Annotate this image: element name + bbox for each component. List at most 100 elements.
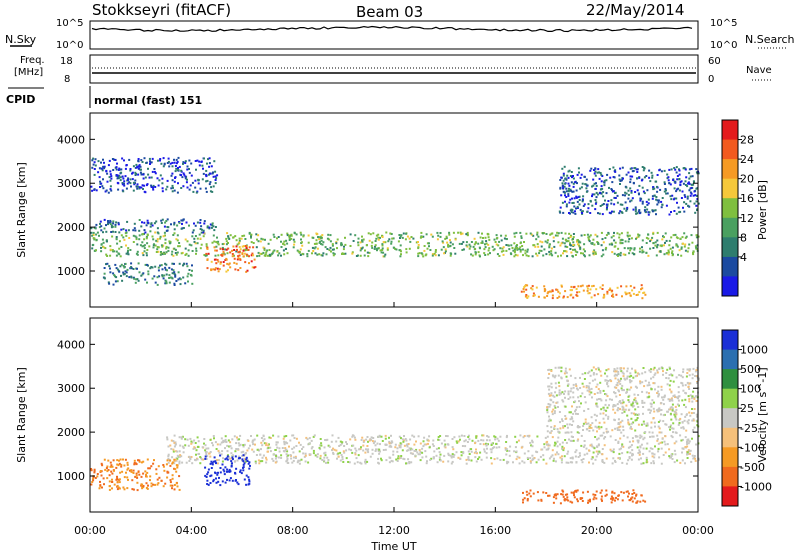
power-echo-cell — [550, 250, 553, 253]
power-echo-cell — [512, 249, 515, 252]
power-echo-cell — [580, 285, 582, 288]
velocity-echo-cell — [600, 374, 603, 377]
power-echo-cell — [134, 229, 137, 232]
freq-panel: Freq. [MHz] 18 8 60 0 Nave — [14, 54, 772, 85]
velocity-echo-cell — [562, 490, 565, 493]
velocity-echo-cell — [678, 395, 681, 398]
power-echo-cell — [629, 200, 632, 203]
velocity-echo-cell — [401, 449, 404, 452]
power-echo-cell — [214, 179, 217, 181]
power-echo-cell — [589, 212, 592, 214]
power-echo-cell — [389, 232, 392, 235]
velocity-echo-cell — [531, 459, 534, 462]
velocity-echo-cell — [135, 472, 138, 475]
power-echo-cell — [568, 212, 570, 214]
power-echo-cell — [487, 236, 490, 239]
velocity-echo-cell — [683, 419, 686, 422]
power-echo-cell — [206, 162, 208, 165]
power-echo-cell — [638, 291, 641, 294]
velocity-echo-cell — [391, 460, 394, 463]
velocity-echo-cell — [439, 459, 442, 462]
velocity-echo-cell — [601, 448, 604, 450]
velocity-echo-cell — [627, 395, 630, 398]
power-echo-cell — [168, 281, 171, 284]
velocity-echo-cell — [145, 486, 148, 489]
power-echo-cell — [300, 233, 303, 236]
velocity-echo-cell — [451, 446, 454, 449]
velocity-echo-cell — [499, 459, 502, 461]
power-echo-cell — [200, 228, 203, 231]
power-echo-cell — [241, 252, 244, 255]
velocity-echo-cell — [116, 477, 119, 480]
velocity-echo-cell — [331, 449, 333, 452]
power-echo-cell — [588, 240, 591, 243]
power-echo-cell — [235, 245, 238, 248]
velocity-echo-cell — [602, 406, 605, 409]
velocity-echo-cell — [349, 438, 352, 441]
velocity-echo-cell — [133, 462, 136, 464]
velocity-echo-cell — [132, 469, 135, 472]
power-echo-cell — [695, 246, 698, 249]
velocity-echo-cell — [494, 438, 497, 441]
velocity-echo-cell — [521, 460, 524, 463]
power-echo-cell — [132, 276, 135, 279]
power-echo-cell — [583, 175, 586, 178]
velocity-echo-cell — [577, 456, 580, 458]
power-echo-cell — [238, 254, 241, 257]
power-echo-cell — [565, 203, 568, 206]
velocity-echo-cell — [169, 481, 172, 484]
power-echo-cell — [574, 210, 576, 213]
power-echo-cell — [206, 225, 209, 228]
velocity-echo-cell — [620, 377, 622, 380]
power-echo-cell — [117, 177, 120, 180]
velocity-echo-cell — [200, 458, 203, 461]
velocity-echo-cell — [294, 457, 297, 459]
velocity-echo-cell — [425, 455, 428, 458]
velocity-echo-cell — [570, 435, 573, 438]
power-echo-cell — [578, 240, 581, 243]
velocity-echo-cell — [262, 434, 265, 437]
velocity-echo-cell — [526, 493, 529, 496]
power-echo-cell — [584, 250, 586, 253]
velocity-echo-cell — [562, 449, 565, 452]
power-echo-cell — [441, 240, 444, 243]
power-echo-cell — [466, 231, 469, 234]
power-echo-cell — [608, 211, 611, 214]
power-echo-cell — [184, 247, 187, 250]
velocity-echo-cell — [205, 447, 208, 450]
velocity-echo-cell — [324, 451, 327, 454]
velocity-echo-cell — [636, 402, 639, 405]
power-echo-cell — [150, 266, 153, 268]
velocity-echo-cell — [587, 499, 590, 502]
velocity-echo-cell — [567, 390, 570, 393]
power-echo-cell — [575, 196, 578, 199]
freq-tick-18: 18 — [60, 56, 73, 67]
power-echo-cell — [562, 174, 565, 177]
power-echo-cell — [679, 181, 682, 184]
power-echo-cell — [107, 221, 110, 224]
velocity-echo-cell — [577, 438, 580, 441]
power-echo-cell — [640, 284, 643, 287]
velocity-echo-cell — [276, 441, 279, 444]
velocity-echo-cell — [467, 434, 470, 437]
velocity-echo-cell — [553, 444, 556, 447]
velocity-echo-cell — [366, 445, 369, 447]
power-echo-cell — [177, 271, 180, 274]
velocity-echo-cell — [588, 425, 591, 428]
velocity-echo-cell — [576, 413, 579, 415]
power-echo-cell — [692, 180, 695, 183]
power-echo-cell — [569, 236, 572, 238]
power-echo-cell — [561, 167, 564, 170]
power-echo-cell — [589, 199, 592, 202]
velocity-echo-cell — [323, 459, 326, 462]
velocity-echo-cell — [443, 454, 446, 457]
power-echo-cell — [571, 289, 573, 292]
velocity-echo-cell — [603, 409, 606, 412]
power-echo-cell — [594, 233, 597, 236]
velocity-echo-cell — [495, 446, 498, 449]
power-echo-cell — [234, 235, 237, 238]
power-echo-cell — [633, 253, 635, 256]
power-echo-cell — [160, 162, 163, 165]
velocity-echo-cell — [621, 399, 624, 402]
power-echo-cell — [201, 164, 204, 167]
